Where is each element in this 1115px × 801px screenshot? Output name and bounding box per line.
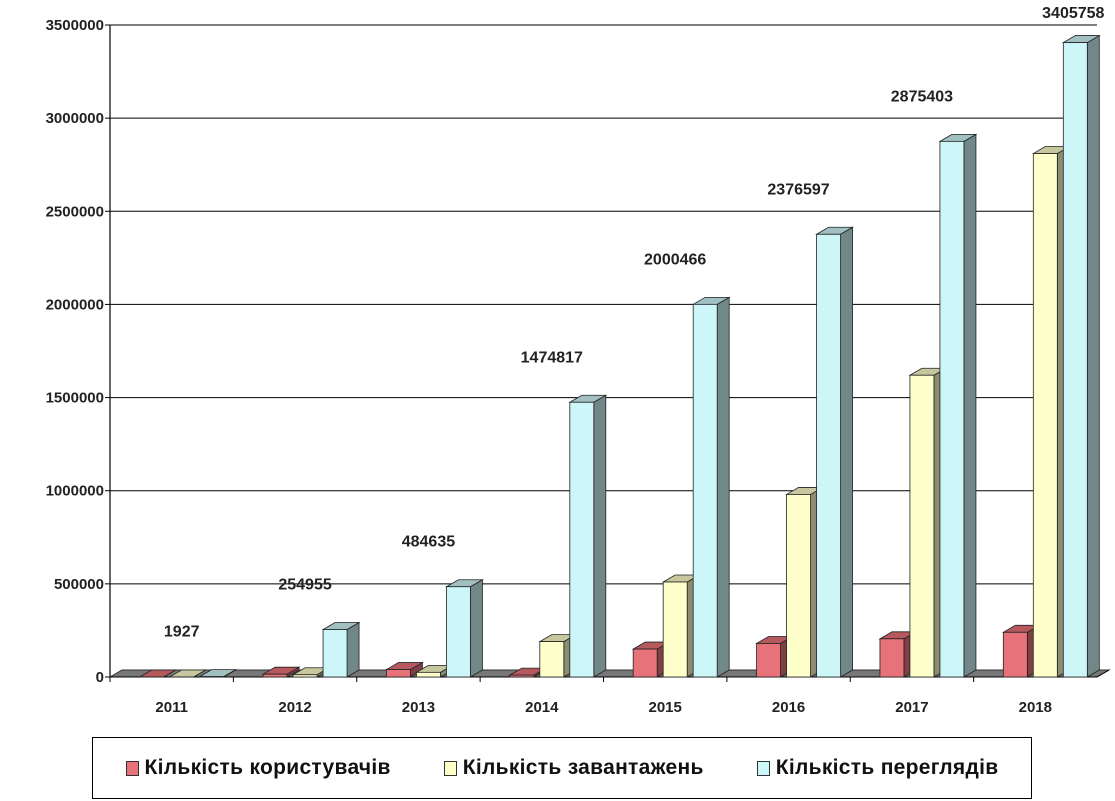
- legend-swatch-users: [125, 760, 139, 776]
- y-tick-label: 0: [96, 669, 104, 686]
- y-tick-label: 3500000: [46, 17, 104, 34]
- y-tick-label: 2000000: [46, 296, 104, 313]
- bar: [786, 494, 811, 678]
- x-axis-edge: [1096, 669, 1110, 678]
- x-tick-label: 2014: [525, 699, 559, 716]
- legend-swatch-views: [756, 760, 770, 776]
- bar: [1062, 42, 1088, 678]
- x-tick-label: 2018: [1019, 699, 1052, 716]
- bar: [879, 638, 905, 678]
- data-label: 254955: [278, 577, 331, 594]
- bar: [539, 641, 565, 678]
- y-tick-label: 1500000: [46, 390, 104, 407]
- bar: [292, 674, 318, 678]
- bar: [632, 648, 658, 678]
- bar: [322, 629, 348, 678]
- bar-side: [840, 226, 853, 678]
- x-tick-label: 2012: [278, 699, 311, 716]
- bar-side: [716, 296, 730, 678]
- data-label: 1474817: [521, 349, 583, 366]
- data-label: 484635: [402, 534, 455, 551]
- bar: [386, 669, 411, 678]
- bar-side: [470, 579, 483, 678]
- y-tick-label: 3000000: [46, 110, 104, 127]
- bar: [692, 303, 718, 678]
- legend-item-views: Кількість переглядів: [756, 756, 999, 780]
- y-tick-label: 2500000: [46, 203, 104, 220]
- bar: [1032, 153, 1058, 678]
- y-tick-label: 500000: [54, 576, 104, 593]
- bar-side: [346, 621, 360, 678]
- chart-legend: Кількість користувачів Кількість заванта…: [92, 737, 1032, 799]
- legend-swatch-downloads: [443, 760, 457, 776]
- legend-label-views: Кількість переглядів: [775, 756, 999, 779]
- bar: [756, 643, 781, 678]
- bar: [262, 673, 288, 678]
- data-label: 1927: [164, 624, 200, 641]
- bar: [909, 374, 935, 678]
- x-tick-label: 2013: [402, 699, 435, 716]
- x-tick-label: 2017: [895, 699, 928, 716]
- data-label: 2376597: [767, 181, 829, 198]
- data-label: 2875403: [891, 88, 953, 105]
- bar-side: [1086, 34, 1100, 678]
- bar: [446, 586, 471, 678]
- bar-chart: 0 500000 1000000 1500000 2000000 2500000 30000…: [46, 5, 1111, 716]
- y-tick-label: 1000000: [46, 483, 104, 500]
- legend-label-users: Кількість користувачів: [144, 756, 391, 779]
- bar: [816, 233, 841, 678]
- x-tick-label: 2015: [649, 699, 682, 716]
- legend-label-downloads: Кількість завантажень: [462, 756, 704, 779]
- bar: [509, 674, 535, 678]
- bar: [939, 140, 965, 678]
- bar: [1002, 631, 1028, 678]
- x-tick-label: 2016: [772, 699, 805, 716]
- bar-side: [963, 133, 977, 678]
- bar-side: [593, 394, 607, 678]
- bar: [416, 671, 441, 678]
- data-label: 2000466: [644, 251, 706, 268]
- data-label: 3405758: [1042, 5, 1104, 22]
- bar: [569, 401, 595, 678]
- legend-item-downloads: Кількість завантажень: [443, 756, 704, 780]
- legend-item-users: Кількість користувачів: [125, 756, 391, 780]
- bar: [662, 581, 688, 678]
- x-tick-label: 2011: [155, 699, 188, 716]
